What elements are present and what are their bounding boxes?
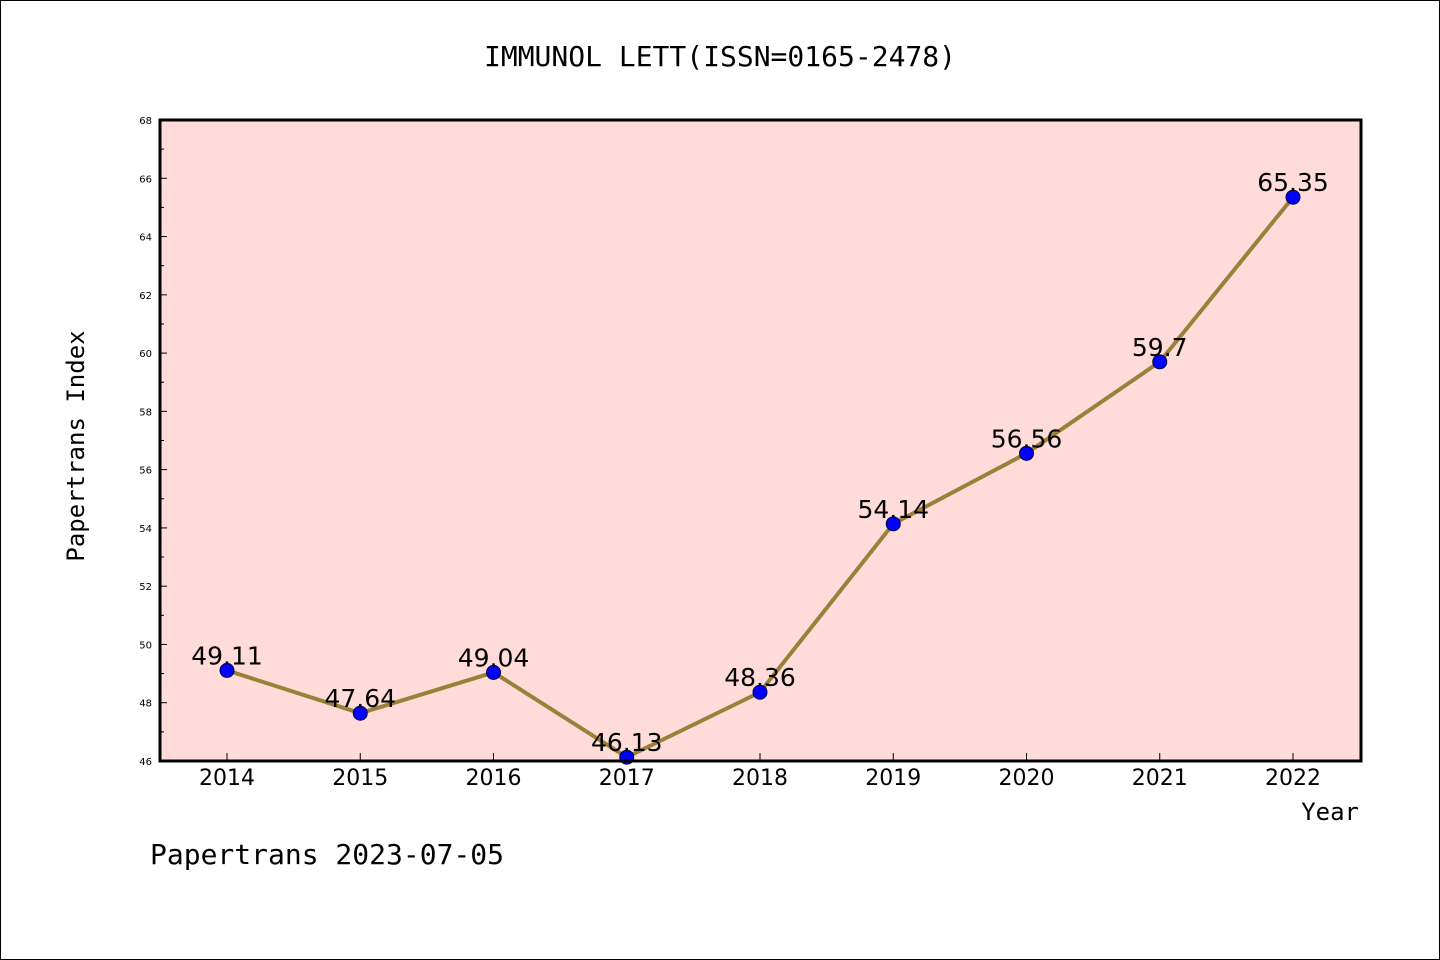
y-tick-label: 68 bbox=[139, 116, 152, 127]
data-point bbox=[486, 664, 501, 680]
y-tick-label: 66 bbox=[139, 174, 152, 185]
data-label: 65.35 bbox=[1257, 168, 1329, 197]
data-label: 59.7 bbox=[1132, 333, 1188, 362]
x-tick-label: 2015 bbox=[332, 766, 388, 791]
x-axis: 2014 2015 2016 2017 2018 2019 2020 2021 2022 bbox=[199, 753, 1321, 791]
x-tick-label: 2019 bbox=[865, 766, 921, 791]
x-tick-label: 2020 bbox=[999, 766, 1055, 791]
y-tick-label: 64 bbox=[139, 233, 152, 244]
data-label: 56.56 bbox=[991, 424, 1063, 453]
y-tick-label: 58 bbox=[139, 407, 152, 418]
data-point bbox=[1285, 189, 1301, 205]
y-axis-label: Papertrans Index bbox=[62, 330, 90, 561]
data-label: 47.64 bbox=[324, 684, 396, 713]
x-tick-label: 2017 bbox=[599, 766, 655, 791]
y-tick-label: 50 bbox=[139, 640, 152, 651]
y-tick-label: 54 bbox=[139, 524, 152, 535]
data-label: 54.14 bbox=[857, 495, 929, 524]
data-point bbox=[1152, 354, 1168, 370]
x-tick-label: 2014 bbox=[199, 766, 255, 791]
data-point bbox=[885, 516, 901, 532]
chart-title: IMMUNOL LETT(ISSN=0165-2478) bbox=[484, 40, 956, 73]
y-tick-label: 52 bbox=[139, 582, 152, 593]
x-tick-label: 2021 bbox=[1132, 766, 1188, 791]
x-tick-label: 2018 bbox=[732, 766, 788, 791]
x-tick-label: 2022 bbox=[1265, 766, 1321, 791]
plot-area bbox=[160, 120, 1361, 761]
y-tick-label: 56 bbox=[139, 466, 152, 477]
y-tick-label: 60 bbox=[139, 349, 152, 360]
footer-stamp: Papertrans 2023-07-05 bbox=[150, 838, 504, 871]
data-point bbox=[1019, 445, 1034, 461]
data-label: 49.11 bbox=[191, 641, 263, 670]
y-tick-label: 62 bbox=[139, 291, 152, 302]
data-label: 48.36 bbox=[724, 663, 796, 692]
plot-border bbox=[158, 118, 1363, 763]
y-tick-label: 46 bbox=[139, 757, 152, 768]
data-point bbox=[752, 684, 768, 700]
y-tick-label: 48 bbox=[139, 699, 152, 710]
data-label: 49.04 bbox=[458, 643, 530, 672]
data-labels: 49.11 47.64 49.04 46.13 48.36 54.14 56.56 59.7 6… bbox=[191, 168, 1329, 757]
data-point bbox=[219, 662, 235, 678]
data-point bbox=[352, 705, 368, 721]
x-axis-label: Year bbox=[1301, 798, 1359, 826]
x-tick-label: 2016 bbox=[466, 766, 522, 791]
data-label: 46.13 bbox=[591, 728, 663, 757]
data-points bbox=[219, 189, 1301, 765]
